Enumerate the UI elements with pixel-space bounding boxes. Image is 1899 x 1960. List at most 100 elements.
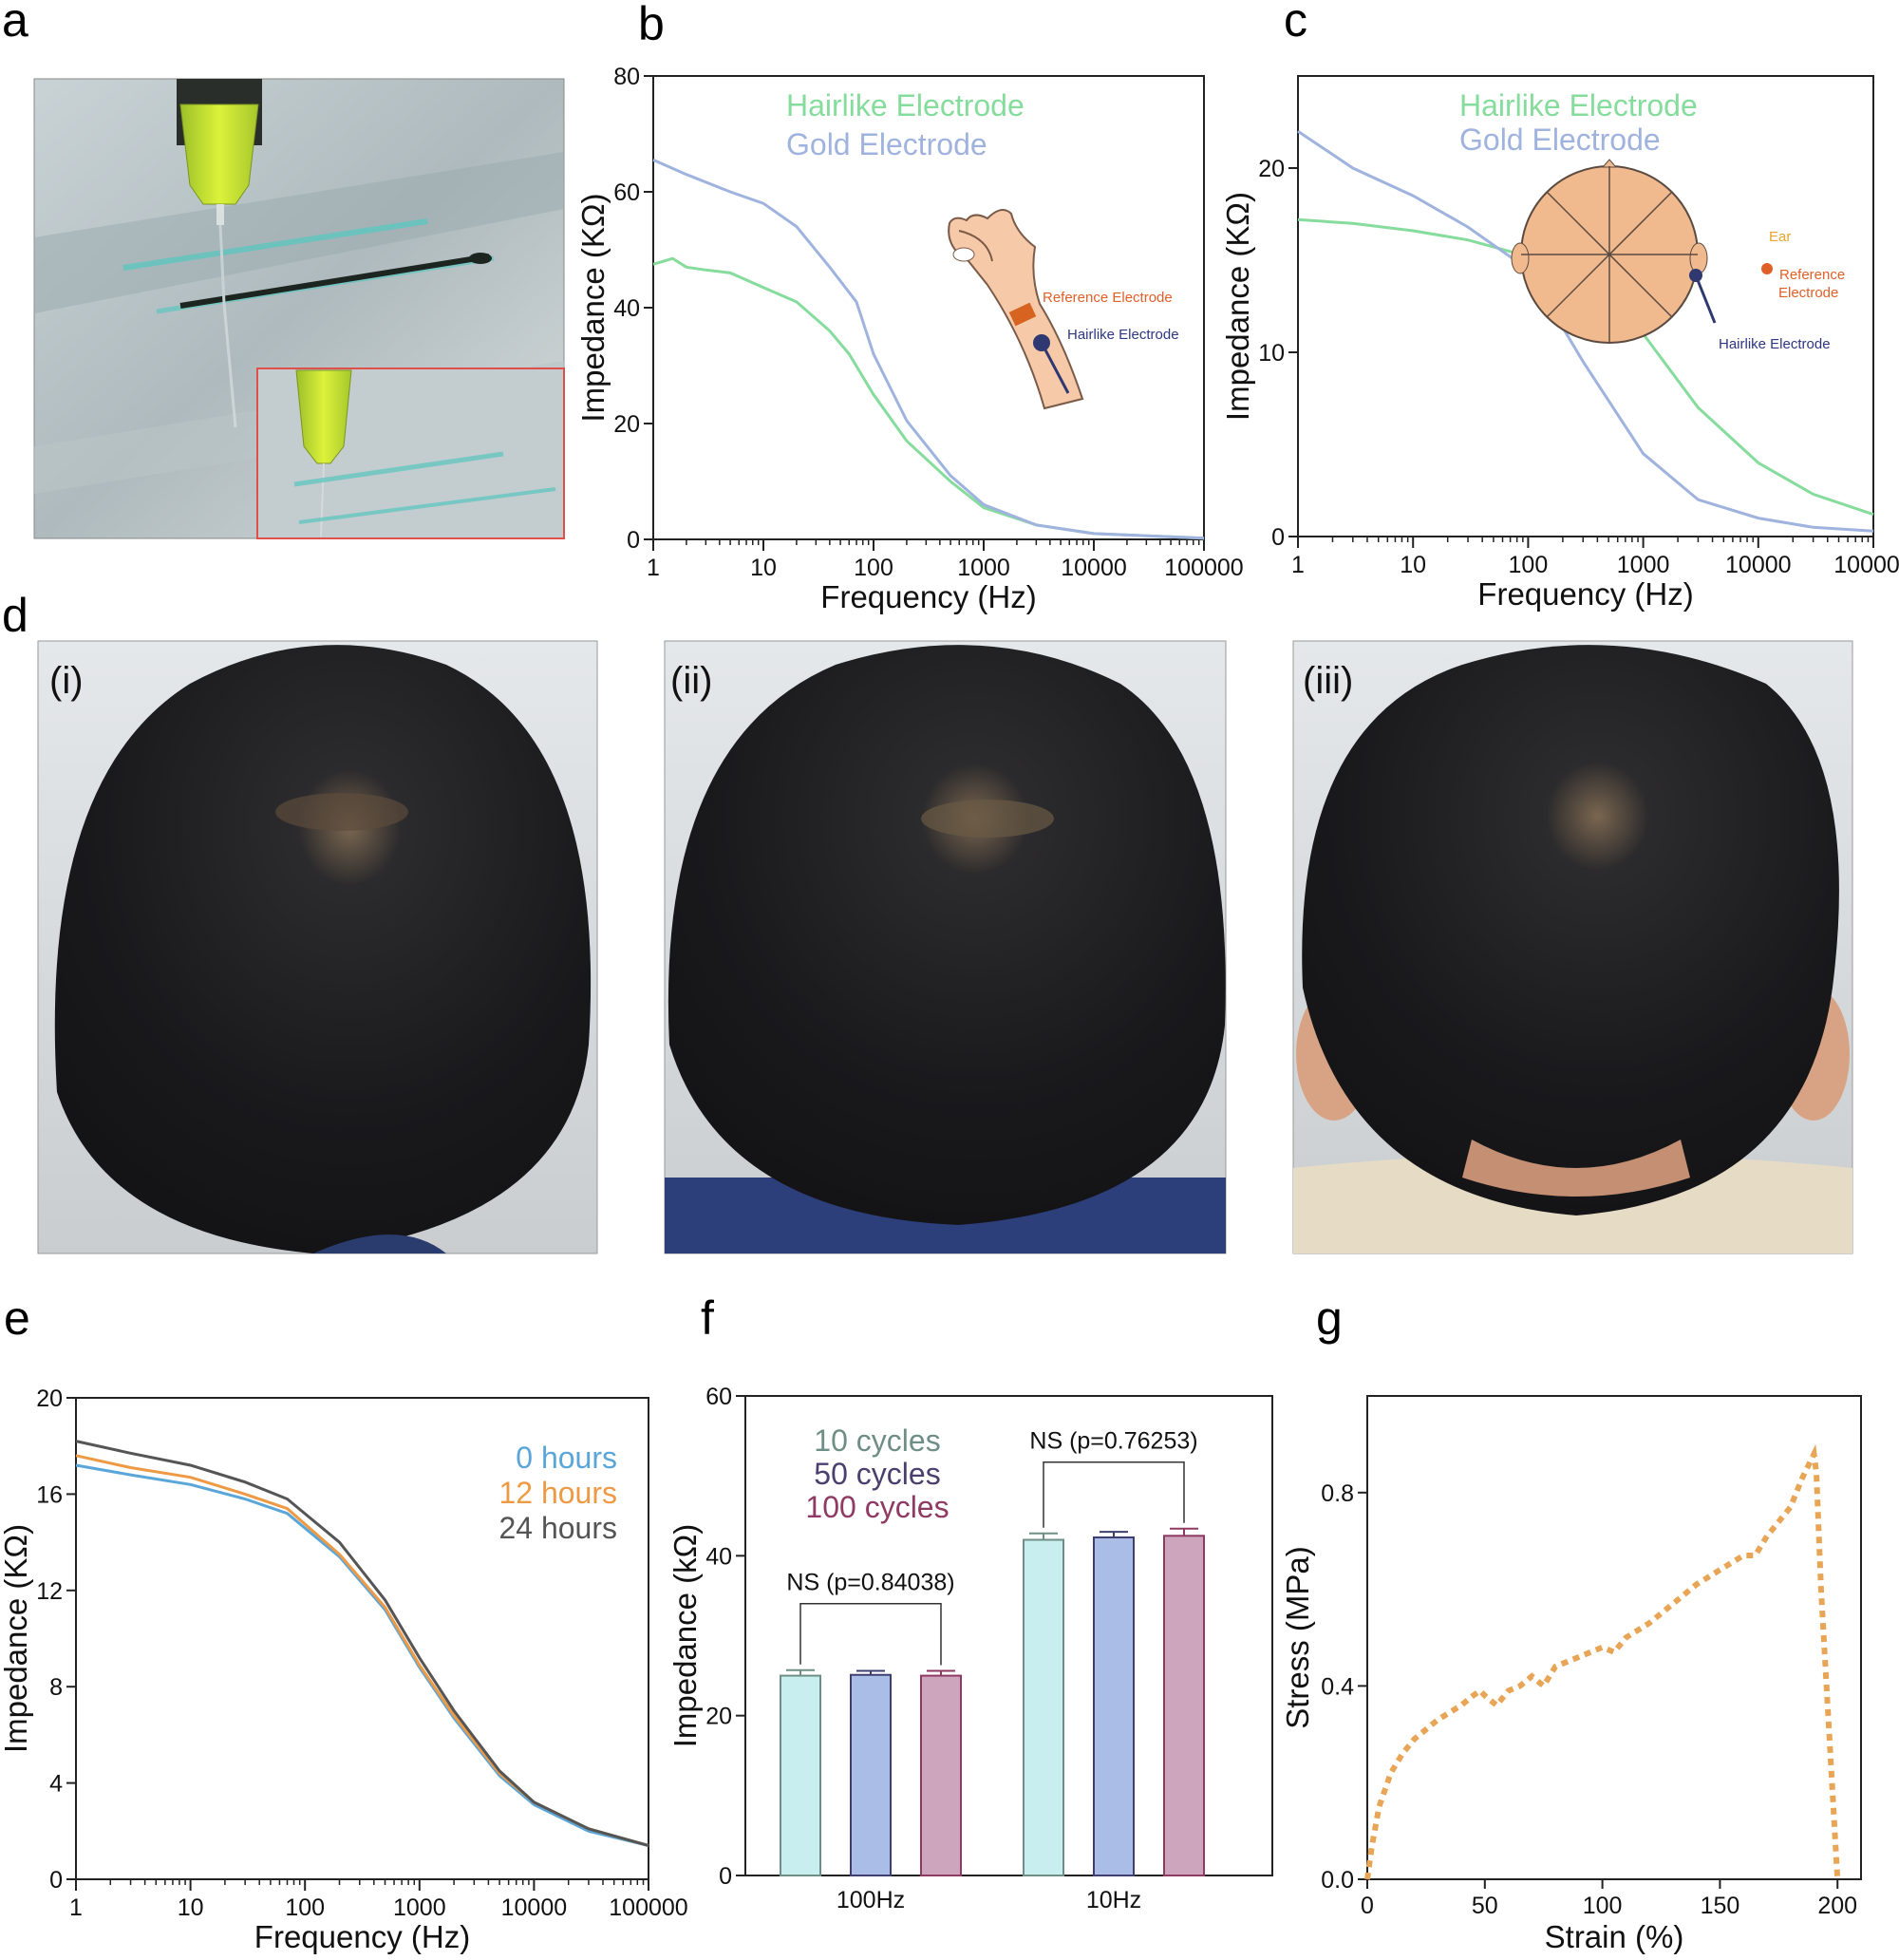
- panel-label-a: a: [2, 0, 28, 47]
- photo-ii: [664, 640, 1227, 1254]
- y-axis-label: Impedance (KΩ): [1220, 192, 1255, 421]
- plot-frame: [744, 1395, 1273, 1876]
- series-line-gold-electrode: [1297, 129, 1874, 533]
- inset-c-reference-label-2: Electrode: [1778, 285, 1838, 301]
- panel-label-b: b: [638, 0, 665, 50]
- y-tick-label: 20: [705, 1704, 732, 1730]
- x-tick-label: 200: [1817, 1893, 1857, 1919]
- bar: [850, 1673, 892, 1877]
- chart-b: 1 10 100 1000 10000 100000 0 20 40 60 80 Frequency …: [575, 64, 1244, 614]
- legend-entry: 50 cycles: [814, 1457, 940, 1491]
- y-tick-label: 60: [705, 1384, 732, 1410]
- significance-bracket: [799, 1602, 942, 1666]
- x-tick-label: 100000: [1164, 555, 1243, 581]
- x-axis-label: Frequency (Hz): [1477, 576, 1693, 612]
- inset-b-hand: Reference Electrode Hairlike Electrode: [948, 209, 1179, 410]
- x-tick-label: 10: [178, 1894, 204, 1921]
- legend-entry: Gold Electrode: [1459, 122, 1661, 157]
- bar: [1023, 1538, 1064, 1876]
- x-tick-label: 1000: [393, 1894, 446, 1921]
- x-category-label: 10Hz: [1086, 1887, 1141, 1913]
- y-tick-label: 20: [1258, 156, 1285, 182]
- x-category-label: 100Hz: [837, 1887, 905, 1913]
- x-tick-label: 10000: [1725, 552, 1792, 578]
- plot-frame: [75, 1397, 649, 1880]
- y-tick-label: 0.8: [1321, 1480, 1354, 1507]
- significance-bracket: [1043, 1461, 1185, 1528]
- y-tick-label: 16: [36, 1481, 63, 1508]
- inset-c-head: Ear Reference Electrode Hairlike Electro…: [1511, 159, 1845, 352]
- x-tick-label: 10: [750, 555, 777, 581]
- y-tick-label: 0.4: [1321, 1673, 1354, 1700]
- chart-e: 1 10 100 1000 10000 100000 0 4 8 12 16 20 Frequency …: [0, 1385, 688, 1954]
- bar: [920, 1674, 962, 1877]
- legend-entry: Gold Electrode: [786, 127, 987, 161]
- y-tick-label: 40: [705, 1543, 732, 1570]
- inset-b-hairlike-label: Hairlike Electrode: [1067, 327, 1179, 343]
- legend-entry: 24 hours: [498, 1511, 617, 1545]
- x-tick-label: 0: [1361, 1893, 1374, 1919]
- significance-annotation: NS (p=0.76253): [1029, 1428, 1197, 1455]
- x-tick-label: 100: [1509, 552, 1549, 578]
- x-axis-label: Strain (%): [1545, 1919, 1684, 1954]
- y-tick-label: 40: [613, 295, 640, 322]
- x-tick-label: 1: [1291, 552, 1305, 578]
- x-tick-label: 10000: [1061, 555, 1127, 581]
- y-tick-label: 20: [36, 1385, 63, 1412]
- y-tick-label: 4: [49, 1771, 63, 1798]
- inset-c-ear-label: Ear: [1769, 229, 1791, 245]
- y-tick-label: 80: [613, 64, 640, 90]
- y-tick-label: 0: [719, 1863, 732, 1890]
- stress-strain-curve: [1364, 1443, 1841, 1880]
- panel-label-c: c: [1284, 0, 1307, 47]
- panel-a-photo: [33, 78, 565, 539]
- legend-entry: 0 hours: [516, 1441, 617, 1475]
- y-tick-label: 10: [1258, 340, 1285, 367]
- x-tick-label: 10: [1400, 552, 1426, 578]
- photo-iii: [1292, 640, 1853, 1254]
- x-tick-label: 1000: [957, 555, 1010, 581]
- photo-label-ii: (ii): [670, 660, 712, 702]
- significance-annotation: NS (p=0.84038): [786, 1570, 954, 1596]
- bar: [1093, 1536, 1135, 1876]
- y-tick-label: 60: [613, 179, 640, 206]
- legend-entry: 100 cycles: [805, 1490, 949, 1524]
- x-tick-label: 100: [854, 555, 893, 581]
- y-tick-label: 0: [49, 1867, 63, 1894]
- y-axis-label: Stress (MPa): [1280, 1546, 1315, 1729]
- series-line-gold-electrode: [652, 159, 1205, 540]
- photo-i: [37, 640, 598, 1254]
- legend-entry: Hairlike Electrode: [1459, 88, 1698, 122]
- x-tick-label: 1: [69, 1894, 83, 1921]
- x-tick-label: 1: [647, 555, 660, 581]
- x-axis-label: Frequency (Hz): [820, 579, 1036, 614]
- x-tick-label: 100: [1583, 1893, 1623, 1919]
- y-axis-label: Impedance (KΩ): [0, 1524, 33, 1753]
- bar: [1163, 1535, 1205, 1876]
- y-axis-label: Impedance (kΩ): [667, 1524, 703, 1748]
- x-tick-label: 1000: [1617, 552, 1670, 578]
- series-line-24-hours: [75, 1440, 649, 1847]
- photo-label-iii: (iii): [1303, 660, 1353, 702]
- panel-d-photos: (i) (ii) (iii): [37, 640, 1853, 1254]
- inset-b-reference-label: Reference Electrode: [1043, 290, 1173, 306]
- legend-entry: 12 hours: [498, 1476, 617, 1510]
- chart-g: 0 50 100 150 200 0.0 0.4 0.8 Strain (%) Stress (M…: [1280, 1395, 1862, 1954]
- x-tick-label: 100: [285, 1894, 325, 1921]
- y-tick-label: 0.0: [1321, 1867, 1354, 1894]
- y-tick-label: 12: [36, 1578, 63, 1605]
- y-tick-label: 8: [49, 1674, 63, 1701]
- chart-f: 0 20 40 60 100Hz NS (p=0.84038) 10Hz NS (p=0.76…: [667, 1384, 1273, 1913]
- x-axis-label: Frequency (Hz): [254, 1919, 470, 1954]
- bar: [780, 1674, 821, 1877]
- y-tick-label: 0: [627, 527, 640, 554]
- panel-label-e: e: [4, 1291, 30, 1345]
- inset-c-hairlike-label: Hairlike Electrode: [1719, 336, 1831, 352]
- legend-entry: Hairlike Electrode: [786, 88, 1025, 122]
- panel-label-f: f: [701, 1291, 714, 1345]
- y-tick-label: 0: [1271, 524, 1285, 551]
- y-axis-label: Impedance (KΩ): [575, 193, 611, 422]
- inset-c-reference-label-1: Reference: [1779, 267, 1845, 283]
- x-tick-label: 50: [1472, 1893, 1498, 1919]
